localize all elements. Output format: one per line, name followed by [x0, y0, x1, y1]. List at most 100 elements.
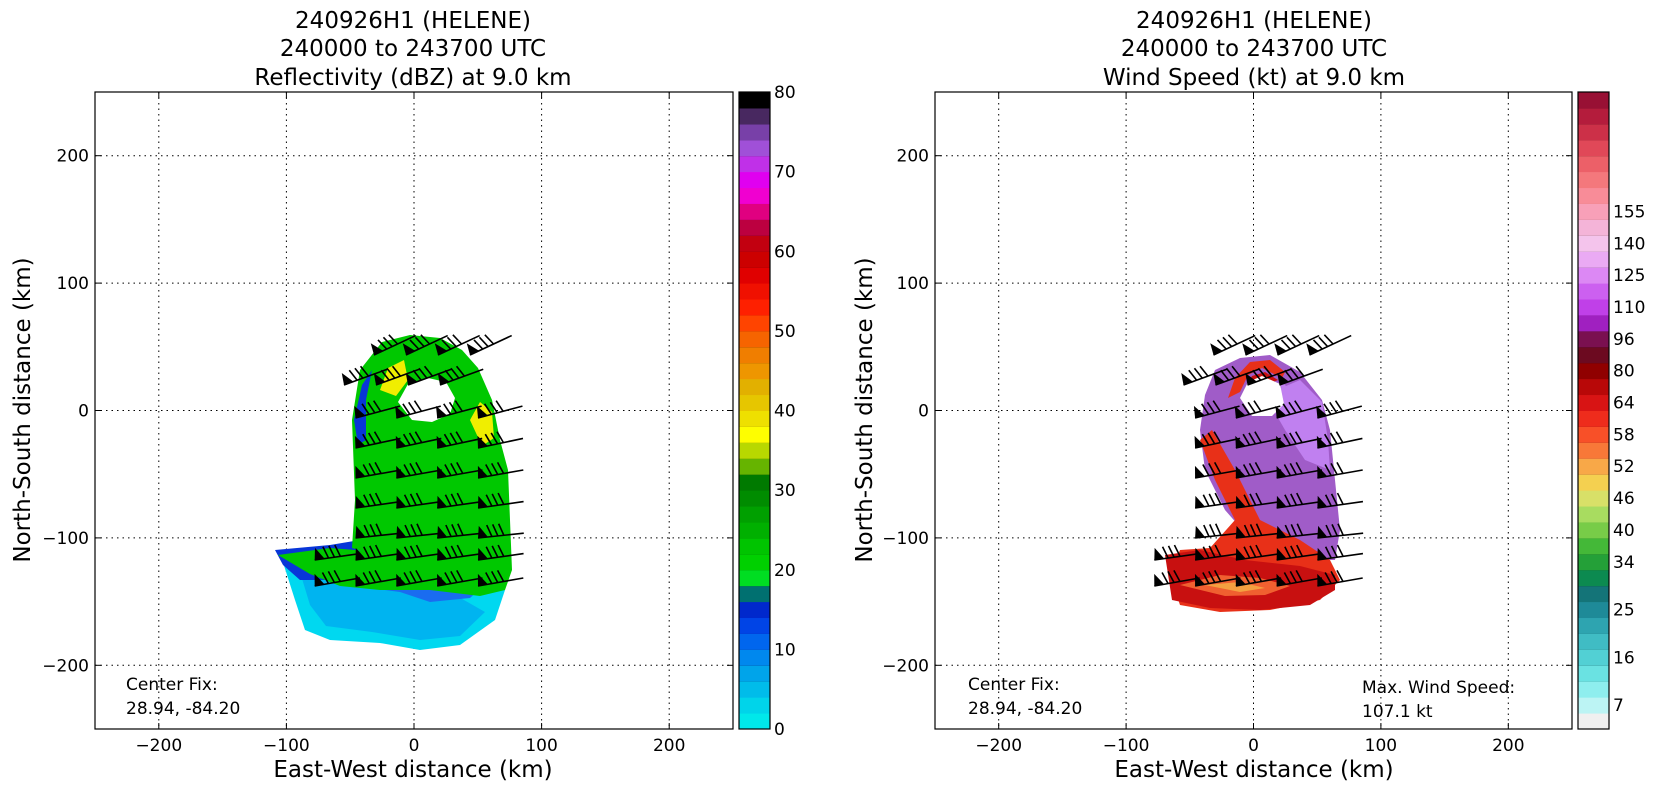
chart-title-line-1: 240926H1 (HELENE) [295, 8, 531, 34]
colorbar-segment [1578, 697, 1609, 714]
wind-barb [1194, 492, 1241, 509]
x-tick-label: −200 [975, 736, 1022, 756]
colorbar-segment [1578, 346, 1609, 364]
chart-title-line-2: 240000 to 243700 UTC [1121, 36, 1387, 62]
colorbar-segment [1578, 585, 1609, 603]
colorbar-segment [739, 474, 770, 491]
colorbar-tick-label: 80 [774, 83, 796, 103]
wind-barb [355, 544, 402, 561]
wind-barb [341, 365, 388, 386]
wind-barb [437, 544, 483, 561]
colorbar-tick-label: 0 [774, 720, 785, 740]
wind-barb [434, 334, 481, 356]
wind-barb [436, 400, 482, 419]
x-tick-label: 100 [525, 736, 557, 756]
wind-region-eyewall-purple [1280, 380, 1300, 432]
wind-barb [437, 523, 484, 539]
colorbar-segment [739, 569, 770, 587]
wind-barb [437, 461, 483, 479]
colorbar-segment [739, 537, 770, 555]
colorbar-segment [739, 394, 770, 411]
colorbar-segment [1578, 251, 1609, 268]
center-fix-value: 28.94, -84.20 [968, 699, 1082, 719]
colorbar-segment [1578, 92, 1609, 109]
colorbar-segment [739, 251, 770, 268]
wind-barb [1235, 569, 1282, 587]
wind-speed-panel: 240926H1 (HELENE) 240000 to 243700 UTC W… [852, 8, 1645, 783]
wind-region-eyewall-red [1228, 360, 1285, 398]
colorbar-segment [739, 506, 770, 523]
wind-barb [1235, 431, 1282, 449]
colorbar-segment [739, 107, 770, 125]
colorbar-segment [739, 92, 770, 109]
y-tick-label: −100 [42, 529, 89, 549]
colorbar-segment [1578, 314, 1609, 332]
wind-barb [355, 492, 402, 509]
colorbar-tick-label: 16 [1613, 648, 1635, 668]
wind-barb [1234, 400, 1281, 419]
axis-ticks: −200 −100 0 100 200 −200 −100 0 100 200 [42, 92, 733, 756]
colorbar-segment [739, 283, 770, 300]
colorbar-segment [1578, 490, 1609, 507]
axis-ticks: −200 −100 0 100 200 −200 −100 0 100 200 [882, 92, 1572, 756]
colorbar-tick-label: 25 [1613, 601, 1635, 621]
x-tick-label: 100 [1365, 736, 1397, 756]
colorbar-tick-label: 10 [774, 640, 796, 660]
wind-barb [1317, 523, 1364, 539]
colorbar-tick-label: 70 [774, 163, 796, 183]
wind-barb [1317, 544, 1364, 561]
center-fix-label: Center Fix: [968, 675, 1060, 695]
wind-speed-field [1165, 355, 1340, 612]
colorbar-tick-label: 34 [1613, 553, 1635, 573]
wind-barbs [1154, 334, 1364, 587]
colorbar-segment [739, 155, 770, 173]
y-tick-label: 0 [918, 402, 929, 422]
colorbar-segment [739, 490, 770, 507]
wind-barb [396, 523, 443, 539]
colorbar-segment [739, 585, 770, 603]
reflectivity-panel: 240926H1 (HELENE) 240000 to 243700 UTC R… [10, 8, 796, 783]
colorbar-segment [739, 426, 770, 443]
wind-barb [1235, 544, 1282, 561]
colorbar-segment [1578, 235, 1609, 252]
wind-barb [405, 365, 452, 386]
colorbar-segment [1578, 139, 1609, 157]
colorbar-segment [1578, 299, 1609, 316]
colorbar-segment [739, 521, 770, 539]
wind-barb [396, 461, 442, 479]
colorbar-tick-label: 46 [1613, 489, 1635, 509]
colorbar-segment [1578, 553, 1609, 571]
colorbar-segment [739, 713, 770, 730]
colorbar-segment [739, 442, 770, 459]
wind-barb [1275, 400, 1322, 419]
colorbar-segment [739, 123, 770, 141]
colorbar-segment [739, 633, 770, 650]
colorbar-frame [1577, 91, 1610, 730]
colorbar-segment [1578, 267, 1609, 284]
wind-barb [1154, 544, 1200, 561]
wind-barb [355, 523, 402, 539]
colorbar-segment [739, 378, 770, 396]
x-tick-label: 0 [409, 736, 420, 756]
colorbar-segment [1578, 426, 1609, 443]
colorbar-segment [1578, 665, 1609, 682]
y-tick-label: 0 [78, 402, 89, 422]
colorbar: 7 16 25 34 40 46 52 58 64 80 96 110 125 140 155 [1577, 91, 1645, 730]
wind-barb [1213, 365, 1259, 386]
colorbar-segment [739, 601, 770, 619]
colorbar-segment [739, 219, 770, 236]
wind-barb [1276, 569, 1323, 587]
wind-barb [1194, 431, 1241, 449]
colorbar-segment [739, 458, 770, 475]
colorbar-segment [1578, 362, 1609, 380]
echo-region-green-main [352, 335, 512, 590]
colorbar-segment [739, 665, 770, 682]
colorbar-segment [1578, 394, 1609, 411]
colorbar-tick-label: 155 [1613, 202, 1645, 222]
colorbar-segment [1578, 713, 1609, 730]
x-tick-label: −100 [263, 736, 310, 756]
x-tick-label: −200 [135, 736, 182, 756]
wind-barb [354, 400, 401, 419]
wind-barb [1276, 523, 1323, 539]
